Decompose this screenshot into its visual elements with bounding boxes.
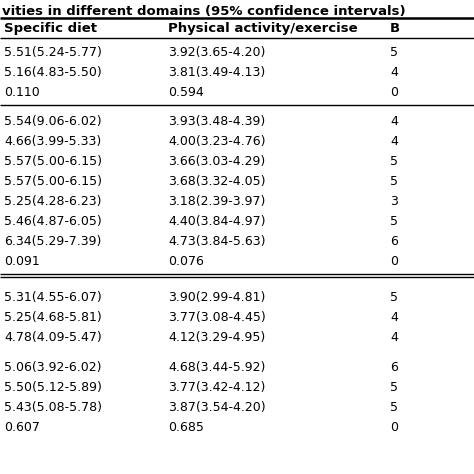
Text: 3: 3 bbox=[390, 195, 398, 208]
Text: 0.685: 0.685 bbox=[168, 421, 204, 434]
Text: 6: 6 bbox=[390, 361, 398, 374]
Text: 4.40(3.84-4.97): 4.40(3.84-4.97) bbox=[168, 215, 265, 228]
Text: 3.68(3.32-4.05): 3.68(3.32-4.05) bbox=[168, 175, 265, 188]
Text: B: B bbox=[390, 22, 400, 35]
Text: 4: 4 bbox=[390, 135, 398, 148]
Text: 4.66(3.99-5.33): 4.66(3.99-5.33) bbox=[4, 135, 101, 148]
Text: Physical activity/exercise: Physical activity/exercise bbox=[168, 22, 357, 35]
Text: 0: 0 bbox=[390, 255, 398, 268]
Text: 5.16(4.83-5.50): 5.16(4.83-5.50) bbox=[4, 66, 102, 79]
Text: 6: 6 bbox=[390, 235, 398, 248]
Text: 5.46(4.87-6.05): 5.46(4.87-6.05) bbox=[4, 215, 102, 228]
Text: Specific diet: Specific diet bbox=[4, 22, 97, 35]
Text: 5.57(5.00-6.15): 5.57(5.00-6.15) bbox=[4, 175, 102, 188]
Text: 5: 5 bbox=[390, 155, 398, 168]
Text: 4: 4 bbox=[390, 66, 398, 79]
Text: 5: 5 bbox=[390, 215, 398, 228]
Text: 4: 4 bbox=[390, 115, 398, 128]
Text: 0: 0 bbox=[390, 421, 398, 434]
Text: 4.73(3.84-5.63): 4.73(3.84-5.63) bbox=[168, 235, 265, 248]
Text: 5.54(9.06-6.02): 5.54(9.06-6.02) bbox=[4, 115, 101, 128]
Text: 4: 4 bbox=[390, 331, 398, 344]
Text: 0.091: 0.091 bbox=[4, 255, 40, 268]
Text: 5: 5 bbox=[390, 46, 398, 59]
Text: 3.93(3.48-4.39): 3.93(3.48-4.39) bbox=[168, 115, 265, 128]
Text: 4.68(3.44-5.92): 4.68(3.44-5.92) bbox=[168, 361, 265, 374]
Text: 5.25(4.68-5.81): 5.25(4.68-5.81) bbox=[4, 311, 102, 324]
Text: 4.12(3.29-4.95): 4.12(3.29-4.95) bbox=[168, 331, 265, 344]
Text: 3.77(3.42-4.12): 3.77(3.42-4.12) bbox=[168, 381, 265, 394]
Text: 5.25(4.28-6.23): 5.25(4.28-6.23) bbox=[4, 195, 101, 208]
Text: 5: 5 bbox=[390, 291, 398, 304]
Text: 0: 0 bbox=[390, 86, 398, 99]
Text: 3.66(3.03-4.29): 3.66(3.03-4.29) bbox=[168, 155, 265, 168]
Text: 3.18(2.39-3.97): 3.18(2.39-3.97) bbox=[168, 195, 265, 208]
Text: 4.78(4.09-5.47): 4.78(4.09-5.47) bbox=[4, 331, 102, 344]
Text: 5.31(4.55-6.07): 5.31(4.55-6.07) bbox=[4, 291, 102, 304]
Text: 5: 5 bbox=[390, 175, 398, 188]
Text: 5.43(5.08-5.78): 5.43(5.08-5.78) bbox=[4, 401, 102, 414]
Text: 6.34(5.29-7.39): 6.34(5.29-7.39) bbox=[4, 235, 101, 248]
Text: 3.87(3.54-4.20): 3.87(3.54-4.20) bbox=[168, 401, 265, 414]
Text: 5.06(3.92-6.02): 5.06(3.92-6.02) bbox=[4, 361, 101, 374]
Text: 3.90(2.99-4.81): 3.90(2.99-4.81) bbox=[168, 291, 265, 304]
Text: 0.594: 0.594 bbox=[168, 86, 204, 99]
Text: 4.00(3.23-4.76): 4.00(3.23-4.76) bbox=[168, 135, 265, 148]
Text: 5.50(5.12-5.89): 5.50(5.12-5.89) bbox=[4, 381, 102, 394]
Text: 4: 4 bbox=[390, 311, 398, 324]
Text: 5.57(5.00-6.15): 5.57(5.00-6.15) bbox=[4, 155, 102, 168]
Text: 5: 5 bbox=[390, 401, 398, 414]
Text: 0.110: 0.110 bbox=[4, 86, 40, 99]
Text: 3.92(3.65-4.20): 3.92(3.65-4.20) bbox=[168, 46, 265, 59]
Text: vities in different domains (95% confidence intervals): vities in different domains (95% confide… bbox=[2, 5, 406, 18]
Text: 3.81(3.49-4.13): 3.81(3.49-4.13) bbox=[168, 66, 265, 79]
Text: 5.51(5.24-5.77): 5.51(5.24-5.77) bbox=[4, 46, 102, 59]
Text: 0.076: 0.076 bbox=[168, 255, 204, 268]
Text: 5: 5 bbox=[390, 381, 398, 394]
Text: 0.607: 0.607 bbox=[4, 421, 40, 434]
Text: 3.77(3.08-4.45): 3.77(3.08-4.45) bbox=[168, 311, 266, 324]
